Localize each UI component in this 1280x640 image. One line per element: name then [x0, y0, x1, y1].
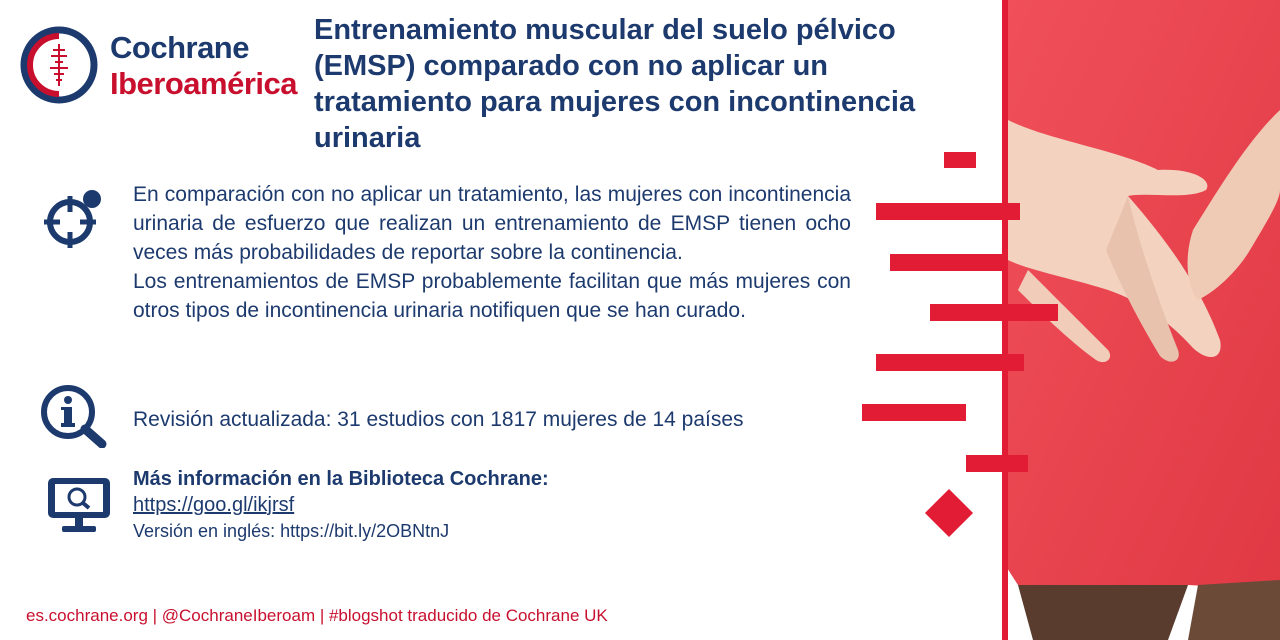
- summary-paragraph-2: Los entrenamientos de EMSP probablemente…: [133, 270, 851, 322]
- logo-text-iberoamerica: Iberoamérica: [110, 66, 298, 101]
- cochrane-logo-icon: [20, 26, 98, 104]
- decor-bar: [876, 354, 1024, 371]
- logo-text-cochrane: Cochrane: [110, 30, 249, 65]
- more-info-heading: Más información en la Biblioteca Cochran…: [133, 468, 549, 490]
- more-info: Más información en la Biblioteca Cochran…: [133, 466, 833, 544]
- info-magnifier-icon: [41, 385, 107, 448]
- summary-text: En comparación con no aplicar un tratami…: [133, 180, 851, 325]
- decor-bar: [890, 254, 1008, 271]
- decor-bar: [930, 304, 1058, 321]
- english-version-text: Versión en inglés: https://bit.ly/2OBNtn…: [133, 521, 450, 541]
- decor-diamond: [924, 488, 974, 538]
- footer-text: es.cochrane.org | @CochraneIberoam | #bl…: [26, 606, 608, 625]
- summary-paragraph-1: En comparación con no aplicar un tratami…: [133, 183, 851, 264]
- cochrane-library-link[interactable]: https://goo.gl/ikjrsf: [133, 494, 295, 516]
- computer-search-icon: [48, 478, 110, 532]
- decor-bar: [862, 404, 966, 421]
- decor-bar: [944, 152, 976, 168]
- review-summary: Revisión actualizada: 31 estudios con 18…: [133, 408, 744, 431]
- decor-bar: [966, 455, 1028, 472]
- page-title: Entrenamiento muscular del suelo pélvico…: [314, 14, 916, 154]
- target-search-icon: [44, 190, 101, 248]
- cochrane-logo: Cochrane Iberoamérica: [20, 26, 310, 106]
- decor-bar: [876, 203, 1020, 220]
